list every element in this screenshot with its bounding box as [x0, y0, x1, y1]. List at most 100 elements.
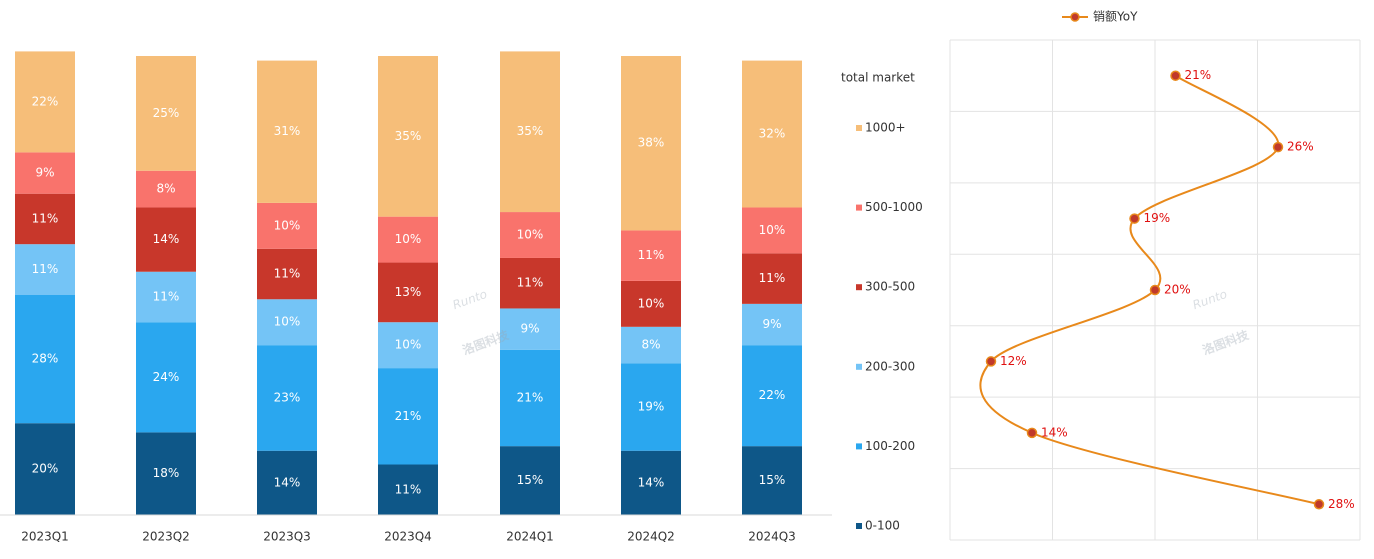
legend-swatch: [856, 443, 862, 450]
bar-segment: [621, 363, 681, 451]
legend-swatch: [856, 363, 862, 370]
bar-segment: [742, 303, 802, 346]
bar-segment: [621, 230, 681, 281]
bar-segment: [15, 193, 75, 245]
data-label: 11%: [517, 276, 544, 290]
legend-label: 200-300: [865, 359, 915, 373]
data-label: 14%: [274, 475, 301, 489]
bar-segment: [136, 207, 196, 272]
marker: [1272, 141, 1284, 153]
bar-segment: [500, 446, 560, 515]
data-label: 11%: [153, 289, 180, 303]
x-tick-label: 2024Q1: [506, 530, 554, 544]
bar-segment: [742, 253, 802, 304]
bar-segment: [257, 60, 317, 203]
data-label: 21%: [517, 390, 544, 404]
legend-swatch: [856, 125, 862, 131]
data-label: 24%: [153, 370, 180, 384]
bar-segment: [15, 244, 75, 295]
data-label: 10%: [517, 228, 544, 242]
bar-segment: [257, 202, 317, 249]
bar-segment: [15, 51, 75, 153]
marker: [1129, 213, 1140, 224]
bar-segment: [378, 368, 438, 465]
legend-swatch: [856, 523, 862, 529]
bar-segment: [378, 262, 438, 323]
bar-segment: [257, 299, 317, 346]
bar-segment: [742, 345, 802, 447]
legend-swatch: [856, 204, 862, 211]
bar-segment: [378, 464, 438, 515]
data-label: 10%: [759, 223, 786, 237]
data-label: 12%: [1000, 354, 1027, 368]
data-label: 10%: [395, 232, 422, 246]
data-label: 20%: [32, 462, 59, 476]
x-tick-label: 2023Q3: [263, 530, 311, 544]
legend-label: 销额YoY: [1093, 10, 1138, 24]
marker: [1149, 284, 1161, 296]
bar-segment: [500, 51, 560, 213]
bar-segment: [257, 450, 317, 515]
bar-segment: [15, 423, 75, 515]
watermark-text: 洛图科技: [1200, 327, 1251, 358]
data-label: 10%: [395, 338, 422, 352]
legend-title: total market: [841, 71, 915, 85]
bar-segment: [136, 271, 196, 323]
bar-segment: [742, 207, 802, 254]
data-label: 8%: [156, 182, 175, 196]
x-tick-label: 2024Q2: [627, 530, 675, 544]
bar-segment: [621, 56, 681, 231]
bar-segment: [136, 432, 196, 515]
data-label: 35%: [517, 124, 544, 138]
bar-segment: [378, 216, 438, 263]
data-label: 21%: [395, 409, 422, 423]
x-tick-label: 2023Q1: [21, 530, 69, 544]
bar-segment: [136, 322, 196, 433]
data-label: 22%: [759, 388, 786, 402]
data-label: 14%: [638, 475, 665, 489]
bar-segment: [257, 248, 317, 300]
data-label: 19%: [1144, 211, 1171, 225]
watermark-text: Runto: [451, 287, 489, 312]
x-tick-label: 2024Q3: [748, 530, 796, 544]
bar-segment: [500, 257, 560, 309]
bar-segment: [136, 56, 196, 171]
bar-segment: [136, 170, 196, 208]
x-tick-label: 2023Q4: [384, 530, 432, 544]
data-label: 28%: [1328, 497, 1355, 511]
legend-label: 100-200: [865, 439, 915, 453]
data-label: 10%: [274, 218, 301, 232]
bar-segment: [742, 60, 802, 208]
bar-segment: [378, 56, 438, 217]
line: [979, 74, 1320, 506]
data-label: 11%: [395, 482, 422, 496]
bar-segment: [500, 349, 560, 447]
x-tick-label: 2023Q2: [142, 530, 190, 544]
data-label: 18%: [153, 466, 180, 480]
data-label: 38%: [638, 136, 665, 150]
data-label: 8%: [641, 338, 660, 352]
data-label: 28%: [32, 351, 59, 365]
data-label: 23%: [274, 390, 301, 404]
marker: [1170, 70, 1181, 81]
legend-label: 300-500: [865, 280, 915, 294]
bar-segment: [742, 446, 802, 515]
data-label: 26%: [1287, 140, 1314, 154]
data-label: 21%: [1185, 68, 1212, 82]
watermark: Runto 洛图科技: [1191, 287, 1252, 358]
data-label: 19%: [638, 400, 665, 414]
data-label: 25%: [153, 106, 180, 120]
data-label: 11%: [759, 271, 786, 285]
marker: [1313, 499, 1325, 510]
data-label: 11%: [32, 211, 59, 225]
bar-segment: [15, 294, 75, 424]
bar-segment: [500, 308, 560, 350]
data-label: 35%: [395, 129, 422, 143]
data-label: 11%: [32, 262, 59, 276]
bar-segment: [15, 152, 75, 194]
data-label: 20%: [1164, 283, 1191, 297]
data-label: 13%: [395, 285, 422, 299]
data-label: 15%: [759, 473, 786, 487]
bar-segment: [378, 322, 438, 369]
